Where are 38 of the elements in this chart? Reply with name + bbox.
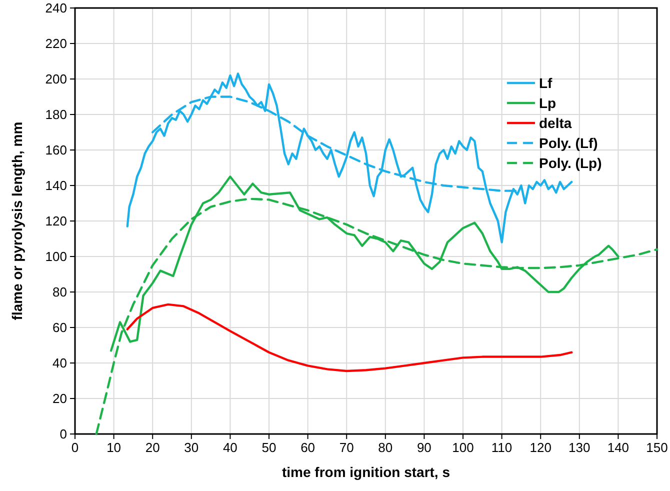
x-tick-label: 140: [607, 440, 630, 455]
legend-label: delta: [539, 115, 572, 131]
y-tick-label: 0: [60, 426, 67, 442]
x-tick-label: 40: [222, 440, 238, 455]
legend-label: Lp: [539, 95, 556, 111]
x-tick-label: 20: [145, 440, 160, 455]
y-tick-label: 120: [45, 214, 67, 228]
x-tick-label: 30: [184, 440, 199, 455]
x-tick-label: 130: [568, 440, 590, 455]
x-tick-label: 70: [339, 440, 354, 455]
line-series: [126, 72, 573, 244]
legend-label: Poly. (Lf): [539, 135, 598, 151]
x-axis-title: time from ignition start, s: [282, 464, 450, 480]
x-tick-label: 100: [452, 440, 474, 455]
y-tick-label: 180: [45, 107, 67, 122]
x-tick-label: 90: [416, 440, 432, 455]
y-tick-label: 140: [45, 178, 67, 193]
x-tick-label: 80: [378, 440, 393, 455]
y-tick-label: 240: [45, 0, 67, 16]
y-axis-title: flame or pyrolysis length, mm: [9, 122, 25, 320]
y-tick-label: 220: [45, 36, 67, 51]
x-tick-label: 0: [71, 440, 79, 455]
x-tick-label: 150: [646, 440, 668, 455]
legend-label: Poly. (Lp): [539, 155, 602, 171]
y-tick-label: 160: [45, 142, 67, 158]
x-tick-label: 110: [491, 440, 512, 455]
legend-label: Lf: [539, 75, 553, 91]
y-tick-label: 200: [45, 72, 67, 86]
y-tick-label: 100: [45, 249, 67, 264]
line-series: [126, 303, 573, 372]
y-tick-label: 60: [52, 320, 67, 335]
y-tick-label: 40: [52, 356, 67, 370]
x-tick-label: 10: [106, 440, 122, 455]
x-tick-label: 120: [530, 440, 552, 455]
x-tick-label: 50: [262, 440, 276, 455]
y-tick-label: 80: [52, 284, 67, 300]
y-tick-label: 20: [52, 391, 67, 406]
x-tick-label: 60: [300, 440, 316, 455]
